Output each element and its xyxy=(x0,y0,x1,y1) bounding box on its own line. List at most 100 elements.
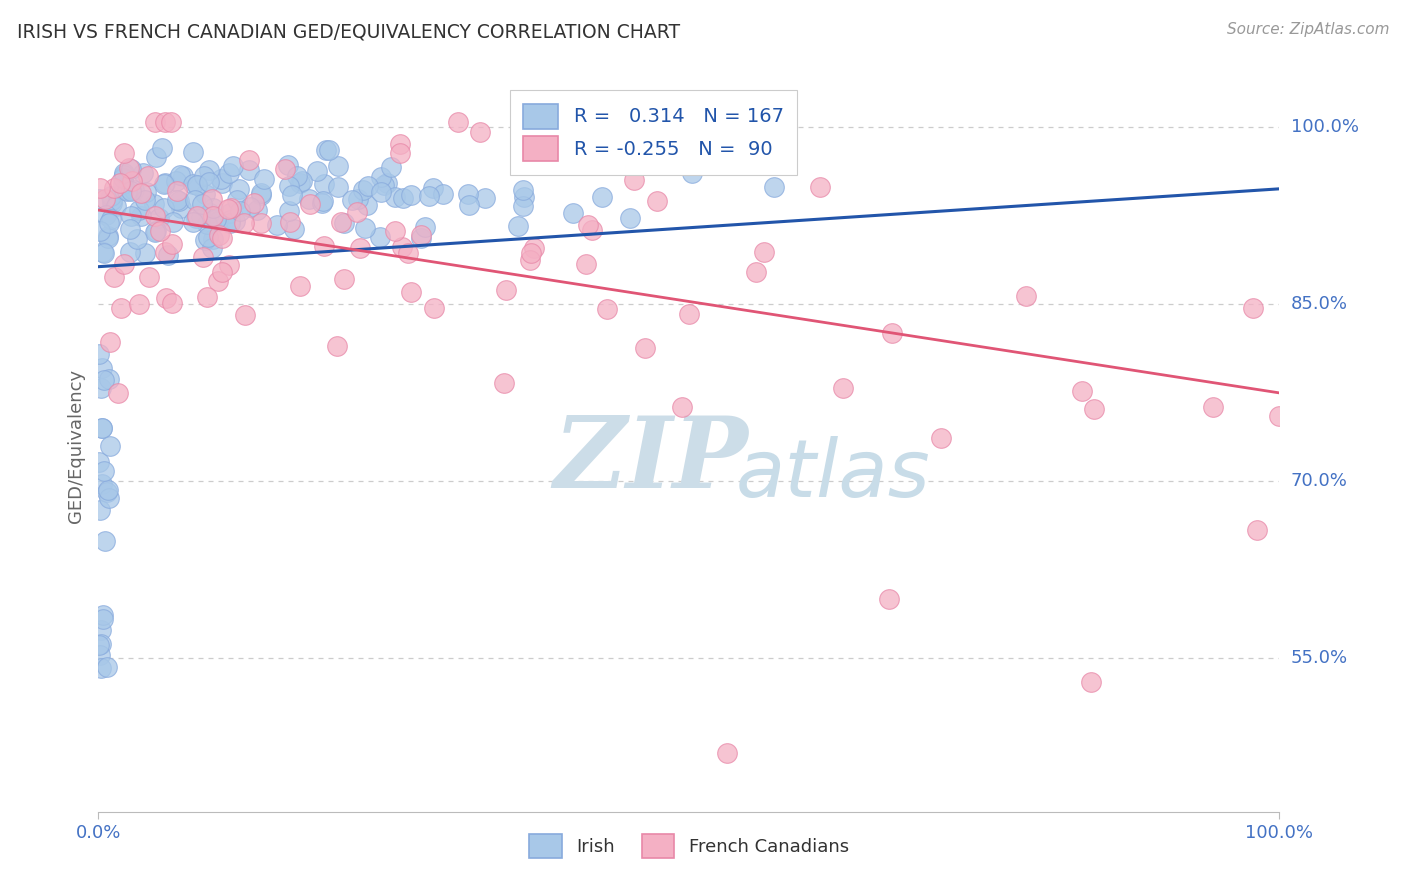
Point xyxy=(349,242,371,256)
Point xyxy=(596,301,619,316)
Point xyxy=(169,169,191,183)
Point xyxy=(198,206,221,220)
Point xyxy=(242,196,264,211)
Point xyxy=(238,162,260,177)
Point xyxy=(218,202,240,216)
Point xyxy=(120,162,142,177)
Point xyxy=(193,169,215,183)
Point xyxy=(112,145,135,160)
Point xyxy=(221,201,243,215)
Point xyxy=(138,270,160,285)
Point xyxy=(250,216,273,230)
Point xyxy=(90,421,112,435)
Point xyxy=(156,247,179,261)
Text: 70.0%: 70.0% xyxy=(1291,473,1347,491)
Point xyxy=(115,184,138,198)
Point xyxy=(576,218,599,232)
Point xyxy=(166,193,188,207)
Point xyxy=(90,624,112,638)
Point xyxy=(591,190,613,204)
Point xyxy=(391,239,413,253)
Point xyxy=(149,224,172,238)
Point xyxy=(104,199,127,213)
Point xyxy=(388,146,411,161)
Point xyxy=(219,216,242,230)
Point xyxy=(128,202,150,217)
Point xyxy=(457,186,479,201)
Point xyxy=(112,183,135,197)
Point xyxy=(120,221,142,235)
Point xyxy=(291,174,314,188)
Point xyxy=(233,308,256,322)
Point xyxy=(155,244,177,259)
Point xyxy=(96,484,118,499)
Point xyxy=(330,214,353,228)
Point xyxy=(512,183,534,197)
Point xyxy=(340,193,363,207)
Point xyxy=(346,205,368,219)
Point xyxy=(1246,523,1268,537)
Point xyxy=(100,212,122,227)
Point xyxy=(513,189,536,203)
Point xyxy=(638,150,661,164)
Point xyxy=(166,185,188,199)
Point xyxy=(882,326,904,340)
Point xyxy=(281,187,304,202)
Point xyxy=(634,341,657,355)
Y-axis label: GED/Equivalency: GED/Equivalency xyxy=(66,369,84,523)
Point xyxy=(354,221,377,235)
Point xyxy=(100,189,122,203)
Point xyxy=(370,170,392,185)
Point xyxy=(118,161,141,175)
Point xyxy=(288,279,311,293)
Point xyxy=(468,124,491,138)
Point xyxy=(190,210,212,224)
Point xyxy=(194,233,217,247)
Point xyxy=(186,209,208,223)
Point xyxy=(131,186,153,200)
Point xyxy=(401,285,423,299)
Point xyxy=(432,186,454,201)
Point xyxy=(752,245,775,260)
Point xyxy=(671,400,693,414)
Point xyxy=(458,197,481,211)
Point xyxy=(98,371,121,385)
Point xyxy=(145,150,167,164)
Point xyxy=(205,211,228,226)
Point xyxy=(474,191,496,205)
Point xyxy=(183,177,205,191)
Point xyxy=(190,197,212,211)
Point xyxy=(422,181,444,195)
Point xyxy=(207,227,229,242)
Point xyxy=(211,230,233,244)
Point xyxy=(201,192,224,206)
Point xyxy=(333,217,356,231)
Point xyxy=(89,224,111,238)
Point xyxy=(409,231,432,245)
Point xyxy=(186,178,208,192)
Point xyxy=(602,145,624,159)
Point xyxy=(121,174,143,188)
Point xyxy=(218,205,240,219)
Point xyxy=(373,178,395,192)
Point xyxy=(127,232,149,246)
Point xyxy=(197,175,219,189)
Point xyxy=(120,245,142,260)
Point xyxy=(97,216,120,230)
Point xyxy=(97,483,120,498)
Point xyxy=(112,257,135,271)
Point xyxy=(277,204,299,219)
Point xyxy=(283,221,305,235)
Point xyxy=(153,114,176,128)
Point xyxy=(89,648,111,662)
Point xyxy=(266,218,288,232)
Point xyxy=(211,176,233,190)
Point xyxy=(278,215,301,229)
Point xyxy=(197,163,219,178)
Point xyxy=(114,168,136,182)
Point xyxy=(160,296,183,310)
Point xyxy=(207,274,229,288)
Point xyxy=(183,214,205,228)
Point xyxy=(91,421,114,435)
Point xyxy=(246,203,269,218)
